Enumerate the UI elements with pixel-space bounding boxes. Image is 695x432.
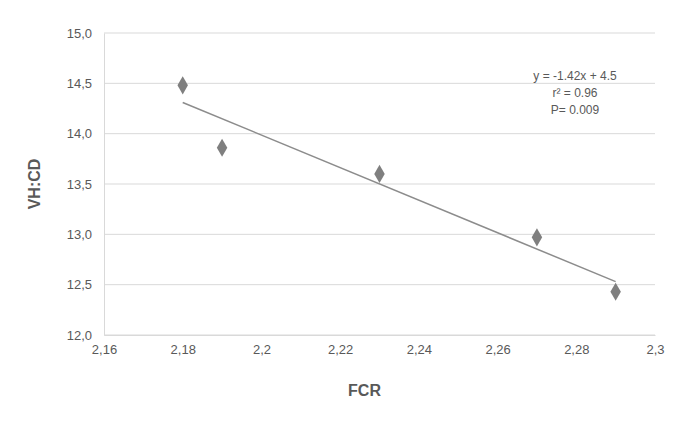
grid-line — [104, 33, 655, 34]
tick: 15,0 — [67, 26, 104, 41]
point — [610, 283, 620, 301]
trend-line — [183, 102, 616, 281]
point — [177, 76, 187, 94]
x-axis: 2,16 2,18 2,2 2,22 2,24 2,26 2,28 2,3 — [92, 335, 665, 357]
tick: 13,0 — [67, 227, 104, 242]
tick: 2,26 — [485, 335, 510, 357]
grid-line — [104, 133, 655, 134]
grid — [104, 33, 655, 335]
tick-label: 14,5 — [67, 76, 92, 91]
tick-label: 2,16 — [92, 342, 117, 357]
annotation-text: r² = 0.96 — [552, 86, 597, 100]
point — [374, 165, 384, 183]
tick: 2,3 — [646, 335, 664, 357]
tick-label: 12,5 — [67, 277, 92, 292]
tick-label: 14,0 — [67, 126, 92, 141]
tick: 2,22 — [328, 335, 353, 357]
annotation: y = -1.42x + 4.5 r² = 0.96 P= 0.009 — [533, 69, 617, 117]
tick-label: 2,28 — [564, 342, 589, 357]
plot-area: 2,16 2,18 2,2 2,22 2,24 2,26 2,28 2,3 12,0 12,5 13… — [67, 26, 665, 358]
tick-label: 2,3 — [646, 342, 664, 357]
axis-line — [105, 335, 656, 336]
tick-label: 2,26 — [485, 342, 510, 357]
tick: 2,18 — [171, 335, 196, 357]
axis-line — [104, 34, 105, 336]
tick: 2,16 — [92, 335, 117, 357]
tick-label: 2,22 — [328, 342, 353, 357]
annotation-text: y = -1.42x + 4.5 — [533, 69, 617, 83]
tick: 12,0 — [67, 328, 104, 343]
chart: 2,16 2,18 2,2 2,22 2,24 2,26 2,28 2,3 12,0 12,5 13… — [0, 0, 695, 432]
tick-label: 13,5 — [67, 177, 92, 192]
tick: 12,5 — [67, 277, 104, 292]
tick-label: 2,2 — [253, 342, 271, 357]
tick: 14,0 — [67, 126, 104, 141]
tick: 14,5 — [67, 76, 104, 91]
tick: 2,2 — [253, 335, 271, 357]
tick: 13,5 — [67, 177, 104, 192]
annotation-text: P= 0.009 — [551, 103, 600, 117]
grid-line — [104, 335, 655, 336]
tick-label: 2,24 — [407, 342, 432, 357]
tick: 2,28 — [564, 335, 589, 357]
point — [217, 139, 227, 157]
tick: 2,24 — [407, 335, 432, 357]
y-axis-title: VH:CD — [26, 159, 43, 210]
x-axis-title: FCR — [348, 382, 381, 399]
marks — [177, 76, 620, 301]
tick-label: 13,0 — [67, 227, 92, 242]
tick-label: 2,18 — [171, 342, 196, 357]
point — [532, 228, 542, 246]
tick-label: 15,0 — [67, 26, 92, 41]
grid-line — [104, 284, 655, 285]
tick-label: 12,0 — [67, 328, 92, 343]
y-axis: 12,0 12,5 13,0 13,5 14,0 14,5 15,0 — [67, 26, 105, 343]
grid-line — [104, 234, 655, 235]
